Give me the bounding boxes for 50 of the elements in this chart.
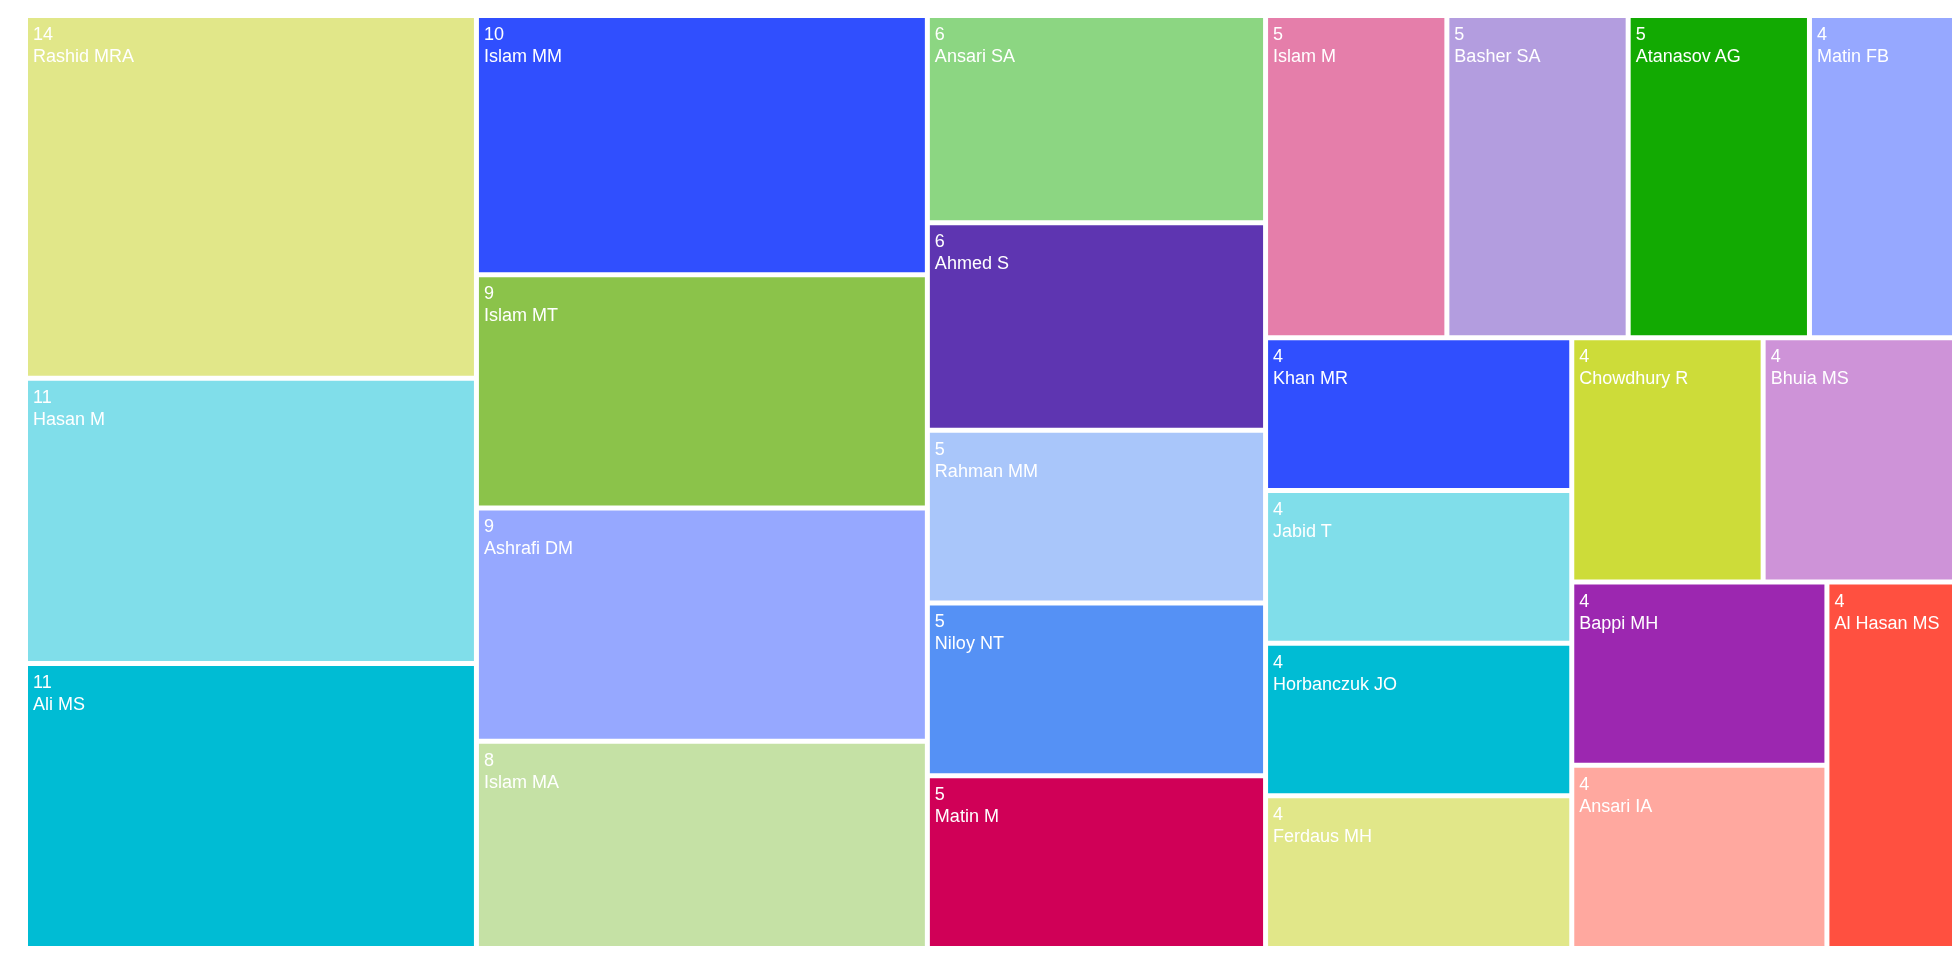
data-label: 10 xyxy=(483,24,504,44)
category-label: Hasan M xyxy=(33,408,106,429)
data-label: 4 xyxy=(1579,590,1590,611)
category-label: Bappi MH xyxy=(1579,612,1659,633)
data-label: 5 xyxy=(1273,24,1284,44)
category-label: Rashid MRA xyxy=(33,46,135,66)
category-label: Horbanczuk JO xyxy=(1273,673,1398,694)
data-label: 4 xyxy=(1273,498,1284,519)
data-label: 5 xyxy=(934,784,945,805)
data-label: 5 xyxy=(1635,24,1646,44)
data-label: 4 xyxy=(1273,804,1284,825)
data-label: 8 xyxy=(483,749,494,770)
category-label: Atanasov AG xyxy=(1635,46,1741,66)
data-label: 11 xyxy=(33,671,52,692)
data-label: 9 xyxy=(483,283,494,304)
category-label: Ahmed S xyxy=(934,253,1009,274)
data-label: 11 xyxy=(33,386,52,407)
data-label: 4 xyxy=(1816,24,1827,44)
category-label: Islam MT xyxy=(483,305,558,326)
category-label: Islam MA xyxy=(483,771,559,792)
data-label: 5 xyxy=(1454,24,1465,44)
category-label: Al Hasan MS xyxy=(1834,612,1940,633)
category-label: Chowdhury R xyxy=(1579,368,1689,389)
category-label: Ali MS xyxy=(33,693,86,714)
data-label: 14 xyxy=(33,24,54,44)
category-label: Ansari SA xyxy=(934,46,1015,66)
category-label: Matin FB xyxy=(1816,46,1889,66)
category-label: Rahman MM xyxy=(934,460,1038,481)
data-label: 4 xyxy=(1273,346,1284,367)
data-label: 5 xyxy=(934,611,945,632)
category-label: Khan MR xyxy=(1273,368,1349,389)
data-label: 4 xyxy=(1273,651,1284,672)
data-label: 9 xyxy=(483,516,494,537)
category-label: Niloy NT xyxy=(934,633,1004,654)
data-label: 4 xyxy=(1770,346,1781,367)
data-label: 6 xyxy=(934,24,945,44)
category-label: Jabid T xyxy=(1273,520,1332,541)
category-label: Matin M xyxy=(934,806,999,827)
category-label: Basher SA xyxy=(1454,46,1541,66)
data-label: 5 xyxy=(934,438,945,459)
category-label: Ansari IA xyxy=(1579,795,1653,816)
data-label: 4 xyxy=(1579,773,1590,794)
category-label: Ferdaus MH xyxy=(1273,826,1373,847)
data-label: 6 xyxy=(934,231,945,252)
category-label: Bhuia MS xyxy=(1770,368,1849,389)
category-label: Ashrafi DM xyxy=(483,538,573,559)
data-label: 4 xyxy=(1579,346,1590,367)
data-label: 4 xyxy=(1834,590,1845,611)
category-label: Islam MM xyxy=(483,46,562,66)
category-label: Islam M xyxy=(1273,46,1337,66)
